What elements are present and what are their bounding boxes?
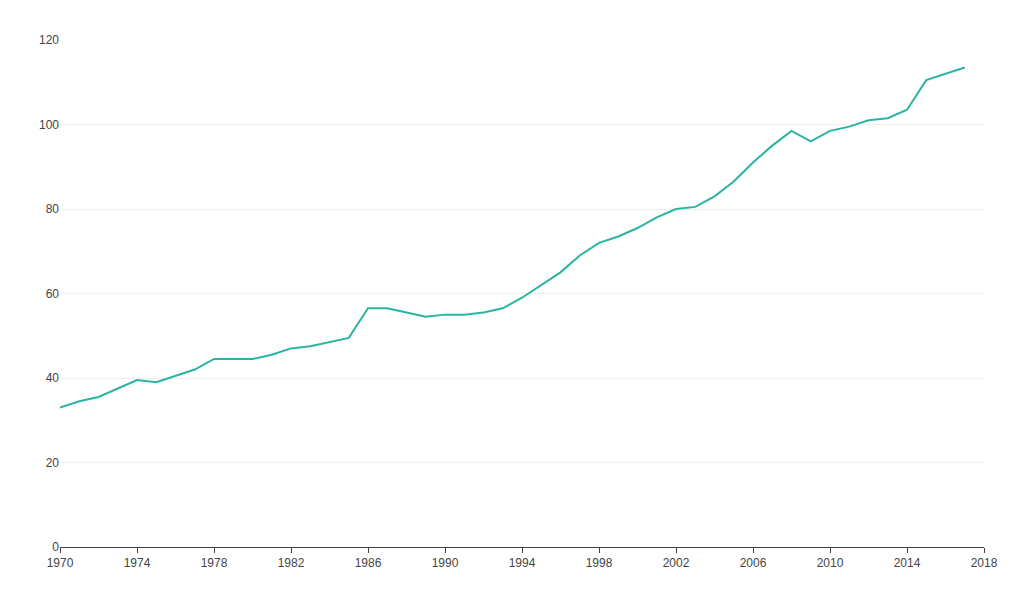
svg-text:1994: 1994 <box>509 556 536 570</box>
svg-text:2006: 2006 <box>740 556 767 570</box>
svg-text:2010: 2010 <box>817 556 844 570</box>
svg-text:2014: 2014 <box>894 556 921 570</box>
svg-text:1970: 1970 <box>47 556 74 570</box>
svg-text:60: 60 <box>46 287 60 301</box>
svg-text:1974: 1974 <box>124 556 151 570</box>
svg-text:1982: 1982 <box>278 556 305 570</box>
svg-text:2018: 2018 <box>971 556 998 570</box>
svg-text:20: 20 <box>46 456 60 470</box>
svg-text:1986: 1986 <box>355 556 382 570</box>
svg-text:1990: 1990 <box>432 556 459 570</box>
svg-text:100: 100 <box>39 118 59 132</box>
svg-text:120: 120 <box>39 33 59 47</box>
svg-text:0: 0 <box>52 540 59 554</box>
svg-text:80: 80 <box>46 202 60 216</box>
svg-text:1978: 1978 <box>201 556 228 570</box>
svg-text:2002: 2002 <box>663 556 690 570</box>
svg-text:40: 40 <box>46 371 60 385</box>
svg-text:1998: 1998 <box>586 556 613 570</box>
